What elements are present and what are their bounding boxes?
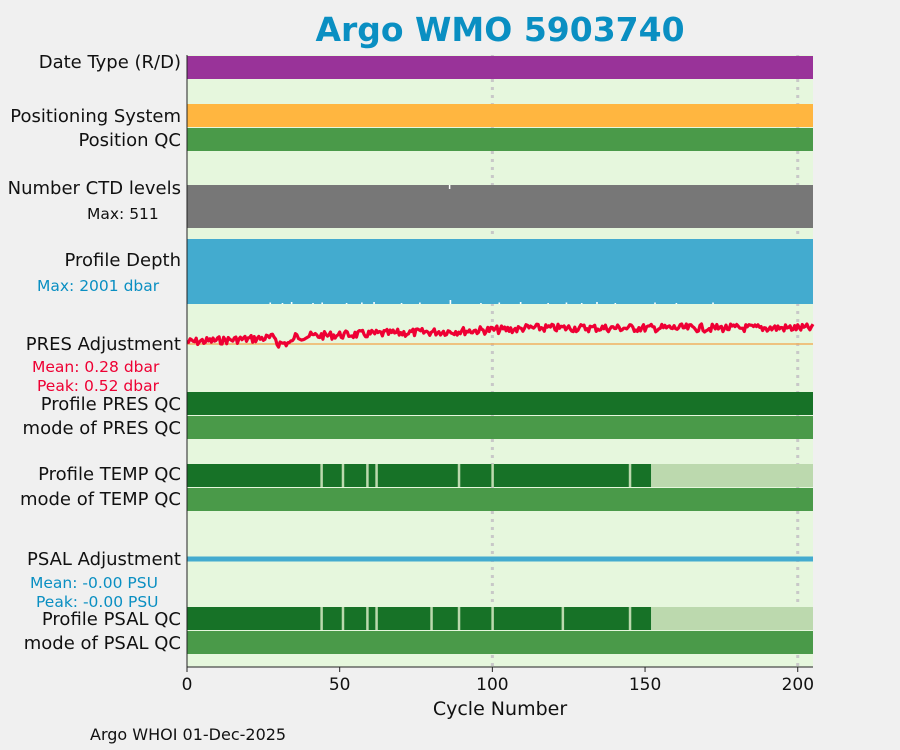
date-type-band [187,56,813,79]
x-axis-label: Cycle Number [432,698,568,720]
depth-notch [596,302,598,304]
x-tick-label: 100 [476,675,509,695]
depth-notch [712,302,714,304]
x-tick-label: 150 [628,675,662,695]
depth-max-label: Max: 2001 dbar [37,277,160,295]
depth-notch [419,302,421,304]
profile-psal-qc-band [187,607,652,630]
label-profile-depth: Profile Depth [64,250,181,271]
depth-notch [400,303,403,304]
profile-temp-qc-band-tail [651,464,813,487]
label-mode-temp-qc: mode of TEMP QC [19,489,181,510]
x-tick-label: 0 [181,675,193,695]
profile-depth-band [187,239,813,304]
depth-notch [565,302,568,304]
depth-notch [361,302,363,304]
label-profile-temp-qc: Profile TEMP QC [38,464,181,485]
ctd-levels-band [187,185,813,228]
profile-psal-qc-band-gap [341,607,345,630]
position-qc-band [187,128,813,151]
profile-temp-qc-band-gap [320,464,323,487]
label-mode-psal-qc: mode of PSAL QC [23,633,181,654]
label-position-qc: Position QC [78,130,181,151]
mode-temp-qc-band [187,488,813,511]
label-ctd-levels: Number CTD levels [7,178,181,199]
label-positioning-system: Positioning System [10,106,181,127]
profile-psal-qc-band-gap [561,607,565,630]
depth-notch [654,302,656,304]
depth-notch [480,303,482,304]
psal-peak-label: Peak: -0.00 PSU [36,593,159,611]
label-profile-pres-qc: Profile PRES QC [40,394,181,415]
footer-credit: Argo WHOI 01-Dec-2025 [90,725,287,744]
profile-temp-qc-band [187,464,652,487]
depth-notch [345,303,348,304]
depth-notch [312,303,314,304]
label-pres-adjustment: PRES Adjustment [25,334,181,355]
chart-title: Argo WMO 5903740 [315,10,685,49]
profile-psal-qc-band-gap [320,607,323,630]
label-profile-psal-qc: Profile PSAL QC [41,609,181,630]
label-psal-adjustment: PSAL Adjustment [26,549,181,570]
depth-notch [519,302,522,304]
plot-background [187,55,813,667]
depth-notch [321,302,323,304]
depth-notch [290,302,293,304]
profile-psal-qc-band-tail [651,607,813,630]
label-date-type: Date Type (R/D) [38,52,181,73]
depth-notch [281,303,284,304]
profile-pres-qc-band [187,392,813,415]
profile-psal-qc-band-gap [628,607,632,630]
profile-temp-qc-band-gap [457,464,461,487]
depth-notch [498,302,501,304]
psal-mean-label: Mean: -0.00 PSU [30,574,158,592]
profile-psal-qc-band-gap [375,607,378,630]
profile-psal-qc-band-gap [491,607,494,630]
pres-peak-label: Peak: 0.52 dbar [37,377,159,395]
mode-pres-qc-band [187,416,813,439]
depth-notch [614,303,617,304]
depth-notch [675,303,678,304]
depth-notch [449,300,452,304]
depth-notch [269,302,272,304]
mode-psal-qc-band [187,631,813,654]
pres-adjustment-line [186,322,815,349]
profile-psal-qc-band-gap [366,607,369,630]
profile-psal-qc-band-gap [430,607,433,630]
positioning-system-band [187,104,813,127]
pres-mean-label: Mean: 0.28 dbar [32,358,160,376]
x-tick-label: 200 [781,675,815,695]
depth-notch [580,303,583,304]
profile-temp-qc-band-gap [366,464,369,487]
profile-temp-qc-band-gap [491,464,494,487]
profile-temp-qc-band-gap [375,464,378,487]
profile-psal-qc-band-gap [457,607,461,630]
depth-notch [373,302,375,304]
ctd-max-label: Max: 511 [87,205,159,223]
depth-notch [547,303,549,304]
profile-temp-qc-band-gap [628,464,632,487]
profile-temp-qc-band-gap [341,464,345,487]
label-mode-pres-qc: mode of PRES QC [22,418,181,439]
x-tick-label: 50 [328,675,351,695]
